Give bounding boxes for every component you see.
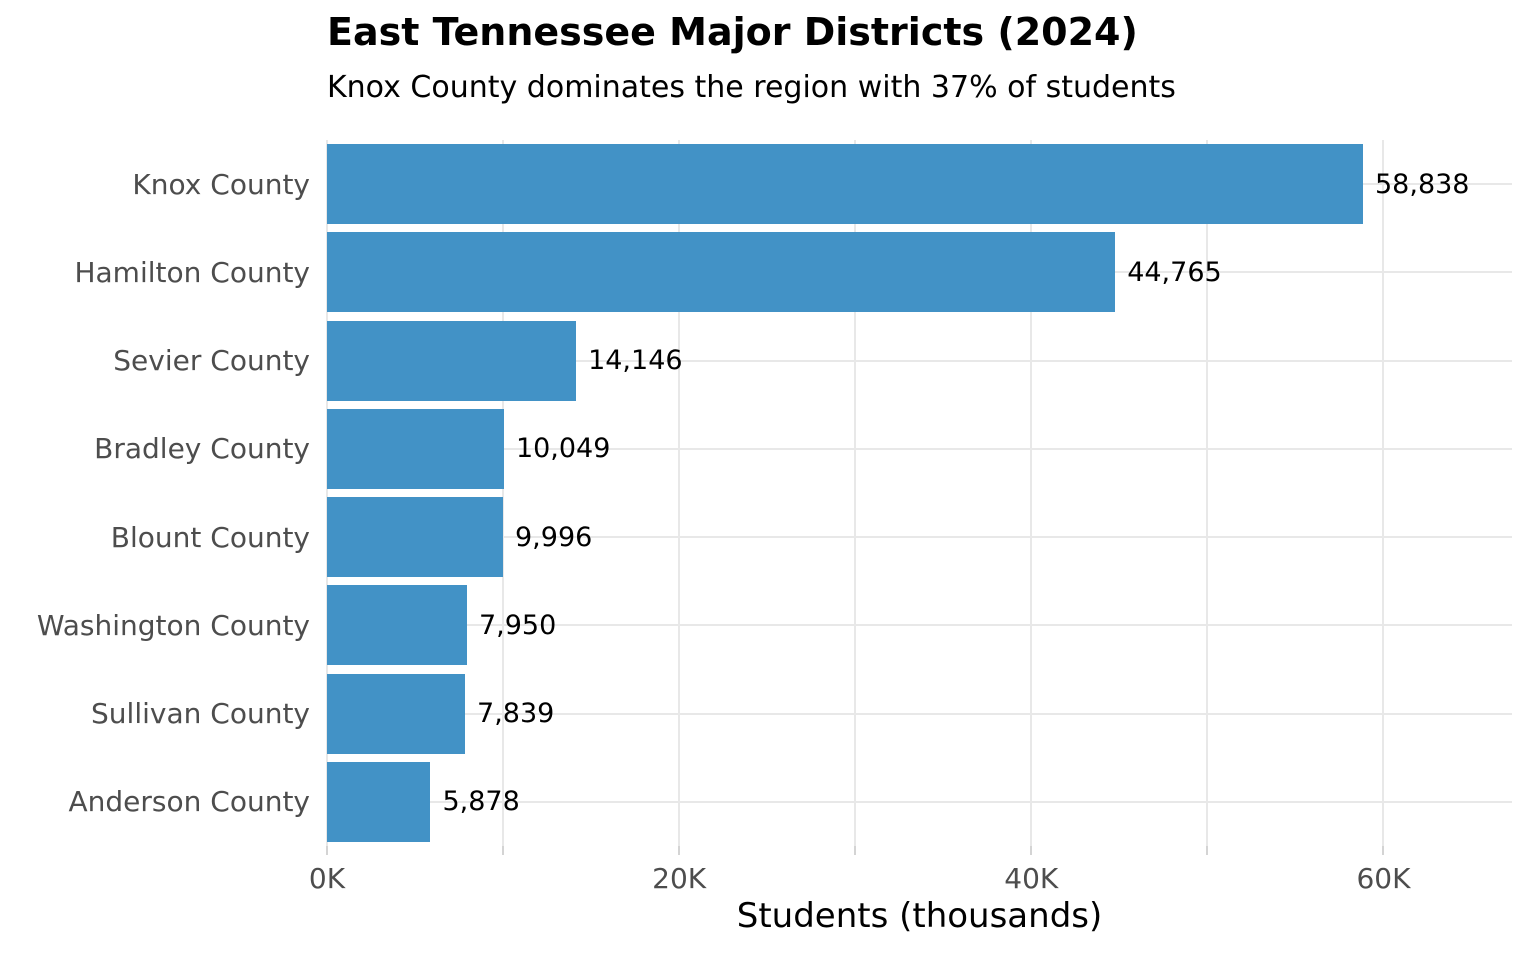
category-label: Anderson County: [68, 785, 311, 819]
value-label: 5,878: [442, 786, 520, 818]
x-tick-mark: [854, 846, 857, 855]
bar-hamilton-county: [327, 232, 1116, 313]
bar-sevier-county: [327, 320, 577, 401]
x-axis-title: Students (thousands): [736, 896, 1103, 936]
bar-washington-county: [327, 585, 467, 666]
x-tick-mark: [326, 846, 328, 855]
value-label: 58,838: [1375, 168, 1470, 200]
chart-title: East Tennessee Major Districts (2024): [327, 10, 1138, 54]
x-tick-label: 40K: [1004, 862, 1059, 895]
value-label: 44,765: [1127, 256, 1222, 288]
x-tick-mark: [1206, 846, 1209, 855]
category-label: Sullivan County: [91, 697, 310, 731]
x-tick-mark: [1382, 846, 1385, 855]
value-label: 7,950: [478, 609, 557, 641]
bar-bradley-county: [327, 408, 504, 489]
y-gridline: [327, 624, 1512, 627]
x-tick-mark: [678, 846, 681, 855]
y-gridline: [327, 359, 1512, 362]
bar-blount-county: [327, 497, 503, 578]
x-tick-mark: [502, 846, 505, 855]
category-label: Sevier County: [113, 344, 310, 378]
category-label: Hamilton County: [74, 255, 310, 289]
x-gridline: [1382, 140, 1385, 846]
bar-knox-county: [327, 144, 1363, 225]
value-label: 7,839: [477, 698, 555, 730]
x-tick-label: 20K: [652, 862, 707, 895]
bar-sullivan-county: [327, 673, 466, 754]
value-label: 9,996: [515, 521, 593, 553]
x-gridline: [1206, 140, 1209, 846]
value-label: 10,049: [515, 433, 611, 465]
category-label: Knox County: [132, 167, 310, 201]
chart-subtitle: Knox County dominates the region with 37…: [327, 70, 1176, 105]
y-gridline: [327, 447, 1512, 450]
y-gridline: [327, 800, 1512, 803]
value-label: 14,146: [588, 345, 683, 377]
category-label: Blount County: [110, 520, 310, 554]
x-tick-label: 60K: [1356, 862, 1411, 895]
x-gridline: [502, 140, 505, 846]
x-gridline: [326, 140, 328, 846]
x-gridline: [678, 140, 681, 846]
x-gridline: [1030, 140, 1033, 846]
x-tick-label: 0K: [308, 862, 346, 895]
y-gridline: [327, 536, 1512, 539]
y-gridline: [327, 712, 1512, 715]
category-label: Bradley County: [94, 432, 310, 466]
x-tick-mark: [1030, 846, 1033, 855]
bar-anderson-county: [327, 761, 431, 842]
x-gridline: [854, 140, 857, 846]
category-label: Washington County: [36, 608, 310, 642]
